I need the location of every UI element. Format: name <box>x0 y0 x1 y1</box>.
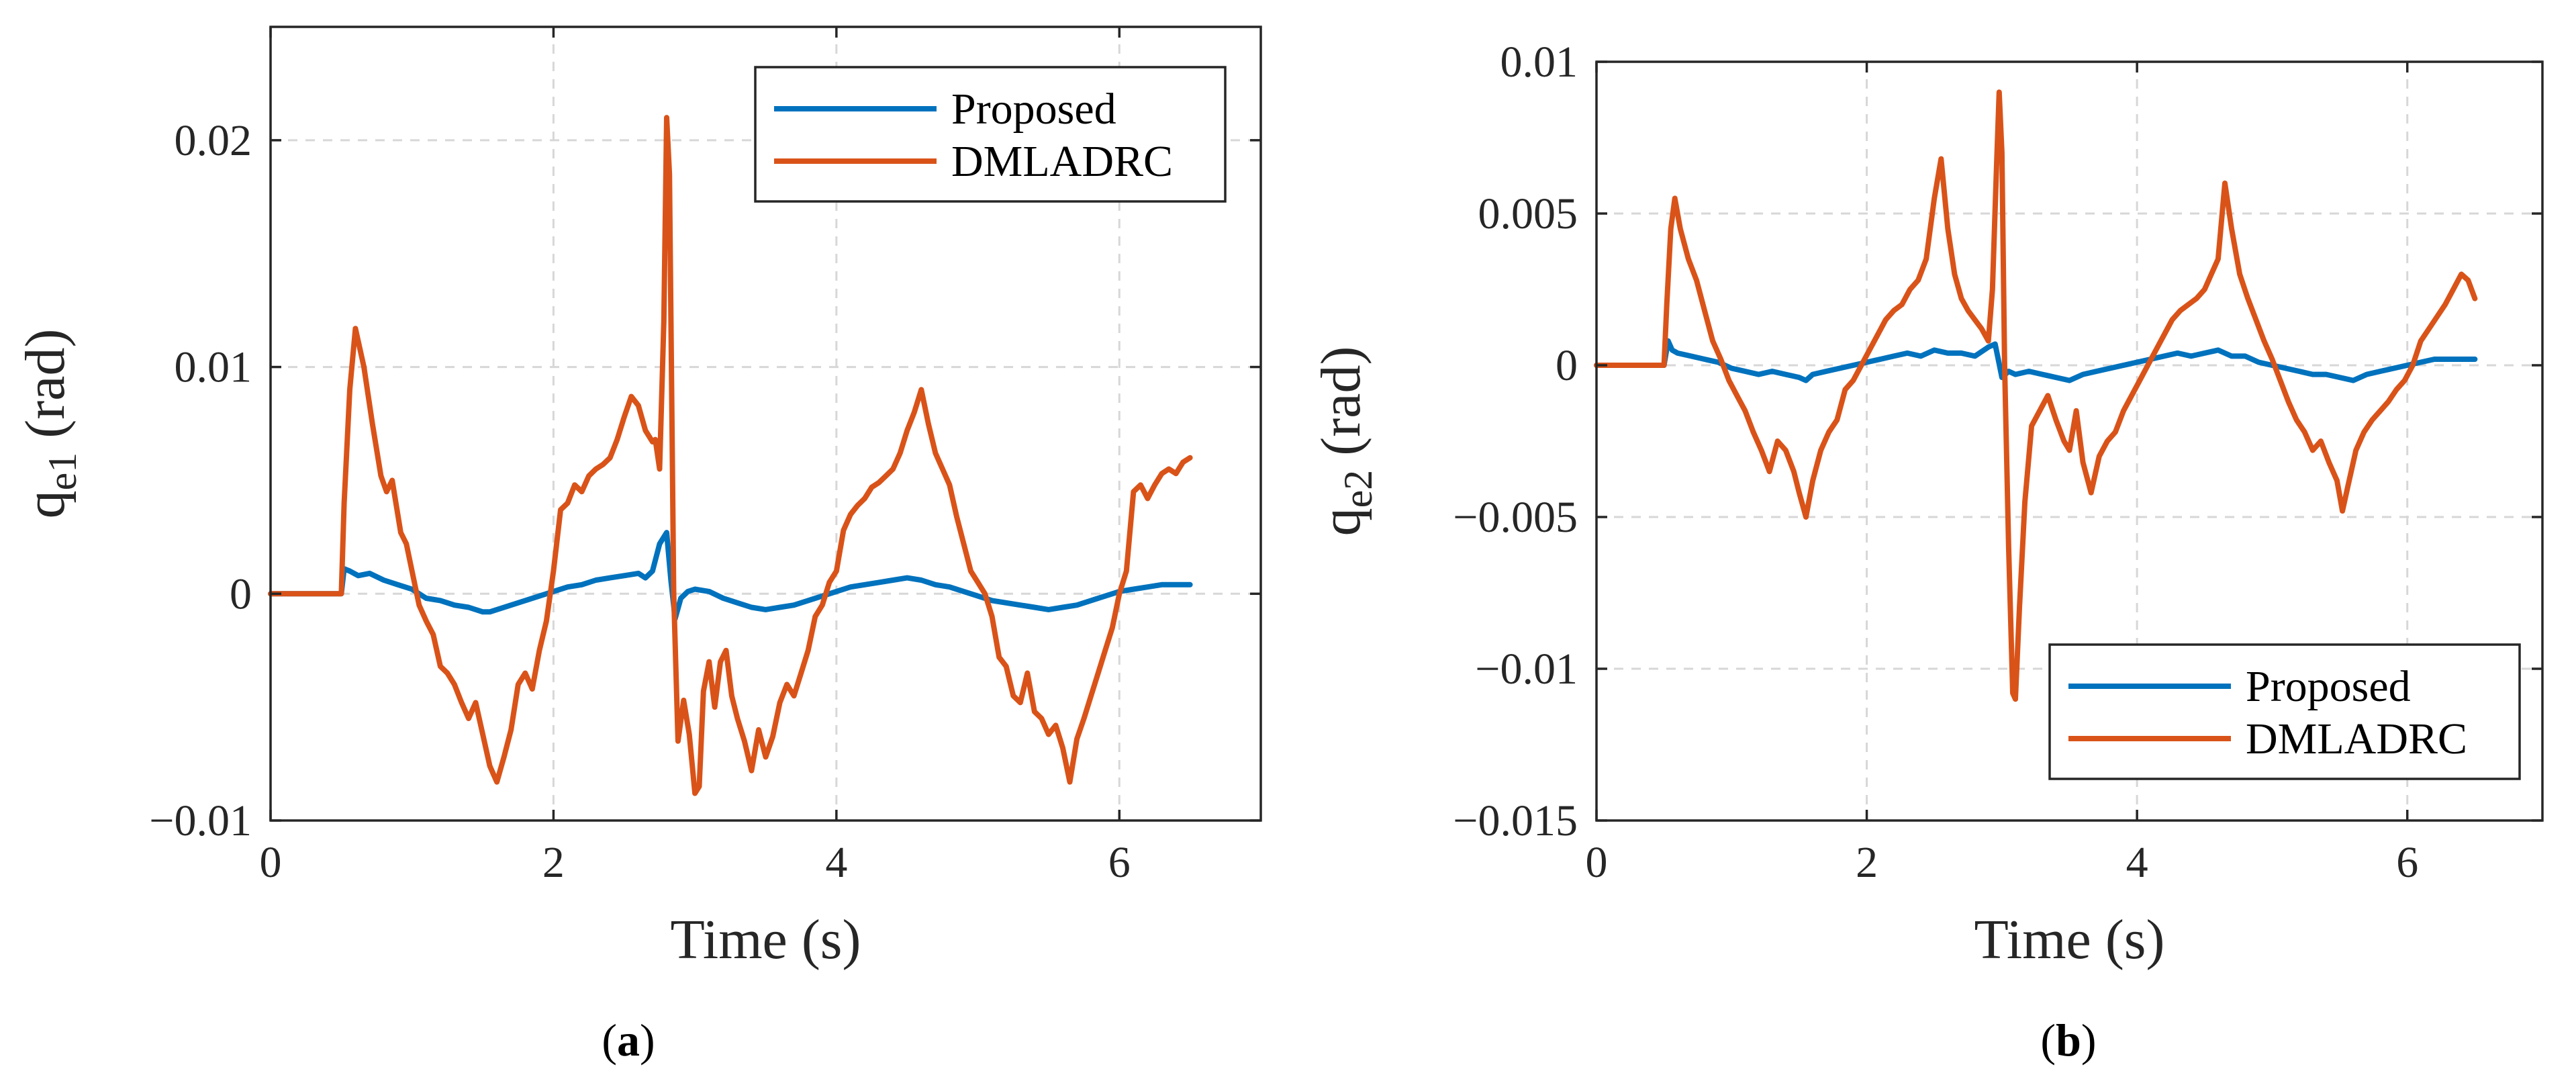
series-line-dmladrc <box>1594 89 2478 702</box>
panel-caption-letter: b <box>2056 1015 2081 1066</box>
panel-caption-open: ( <box>2040 1015 2056 1066</box>
y-tick-label: 0 <box>230 569 252 618</box>
panel-caption-close: ) <box>640 1015 655 1066</box>
y-axis-label-subscript: e1 <box>40 453 85 491</box>
panel-caption: (a) <box>602 1015 655 1066</box>
x-tick-label: 0 <box>1586 838 1608 887</box>
legend-label: Proposed <box>2246 662 2411 711</box>
y-tick-label: −0.01 <box>149 796 252 845</box>
panel-caption-letter: a <box>617 1015 640 1066</box>
legend-label: DMLADRC <box>951 137 1173 186</box>
axes-frame <box>269 26 1262 822</box>
y-axis-label-unit: (rad) <box>14 329 77 453</box>
legend-label: Proposed <box>951 85 1116 134</box>
legend-box <box>2048 643 2521 780</box>
x-tick-label: 4 <box>825 838 847 887</box>
y-tick-label: 0.02 <box>175 116 252 165</box>
y-axis-label: qe1 (rad) <box>14 329 85 519</box>
panel-caption-open: ( <box>602 1015 617 1066</box>
y-axis-label-main: q <box>14 490 77 518</box>
x-tick-label: 0 <box>260 838 282 887</box>
series-line-proposed <box>1594 338 2478 383</box>
legend-box <box>754 66 1227 203</box>
panel-b: 0 2 4 6 −0.015 −0.01 −0.005 0 0.005 0.01 Time (s) q… <box>1310 38 2544 1066</box>
y-tick-label: 0.005 <box>1478 189 1578 238</box>
y-axis-label-unit: (rad) <box>1310 346 1372 470</box>
panel-caption: (b) <box>2040 1015 2096 1066</box>
x-tick-label: 6 <box>1108 838 1131 887</box>
y-tick-label: 0.01 <box>175 343 252 392</box>
x-tick-label: 4 <box>2126 838 2148 887</box>
y-axis-label-subscript: e2 <box>1336 470 1380 508</box>
x-axis-label: Time (s) <box>671 908 861 971</box>
panel-caption-close: ) <box>2081 1015 2097 1066</box>
y-tick-label: 0.01 <box>1500 38 1578 87</box>
y-axis-label: qe2 (rad) <box>1310 346 1380 536</box>
y-tick-label: 0 <box>1556 341 1578 390</box>
x-tick-label: 2 <box>1856 838 1878 887</box>
y-tick-label: −0.015 <box>1453 796 1578 845</box>
y-axis-label-main: q <box>1310 508 1372 536</box>
y-tick-label: −0.005 <box>1453 493 1578 542</box>
x-axis-label: Time (s) <box>1974 908 2165 971</box>
axes-frame <box>1595 60 2544 822</box>
x-tick-label: 2 <box>542 838 565 887</box>
x-tick-label: 6 <box>2396 838 2418 887</box>
series-line-proposed <box>268 530 1193 622</box>
legend-label: DMLADRC <box>2246 714 2467 763</box>
series-line-dmladrc <box>268 115 1193 796</box>
y-tick-label: −0.01 <box>1475 645 1578 694</box>
